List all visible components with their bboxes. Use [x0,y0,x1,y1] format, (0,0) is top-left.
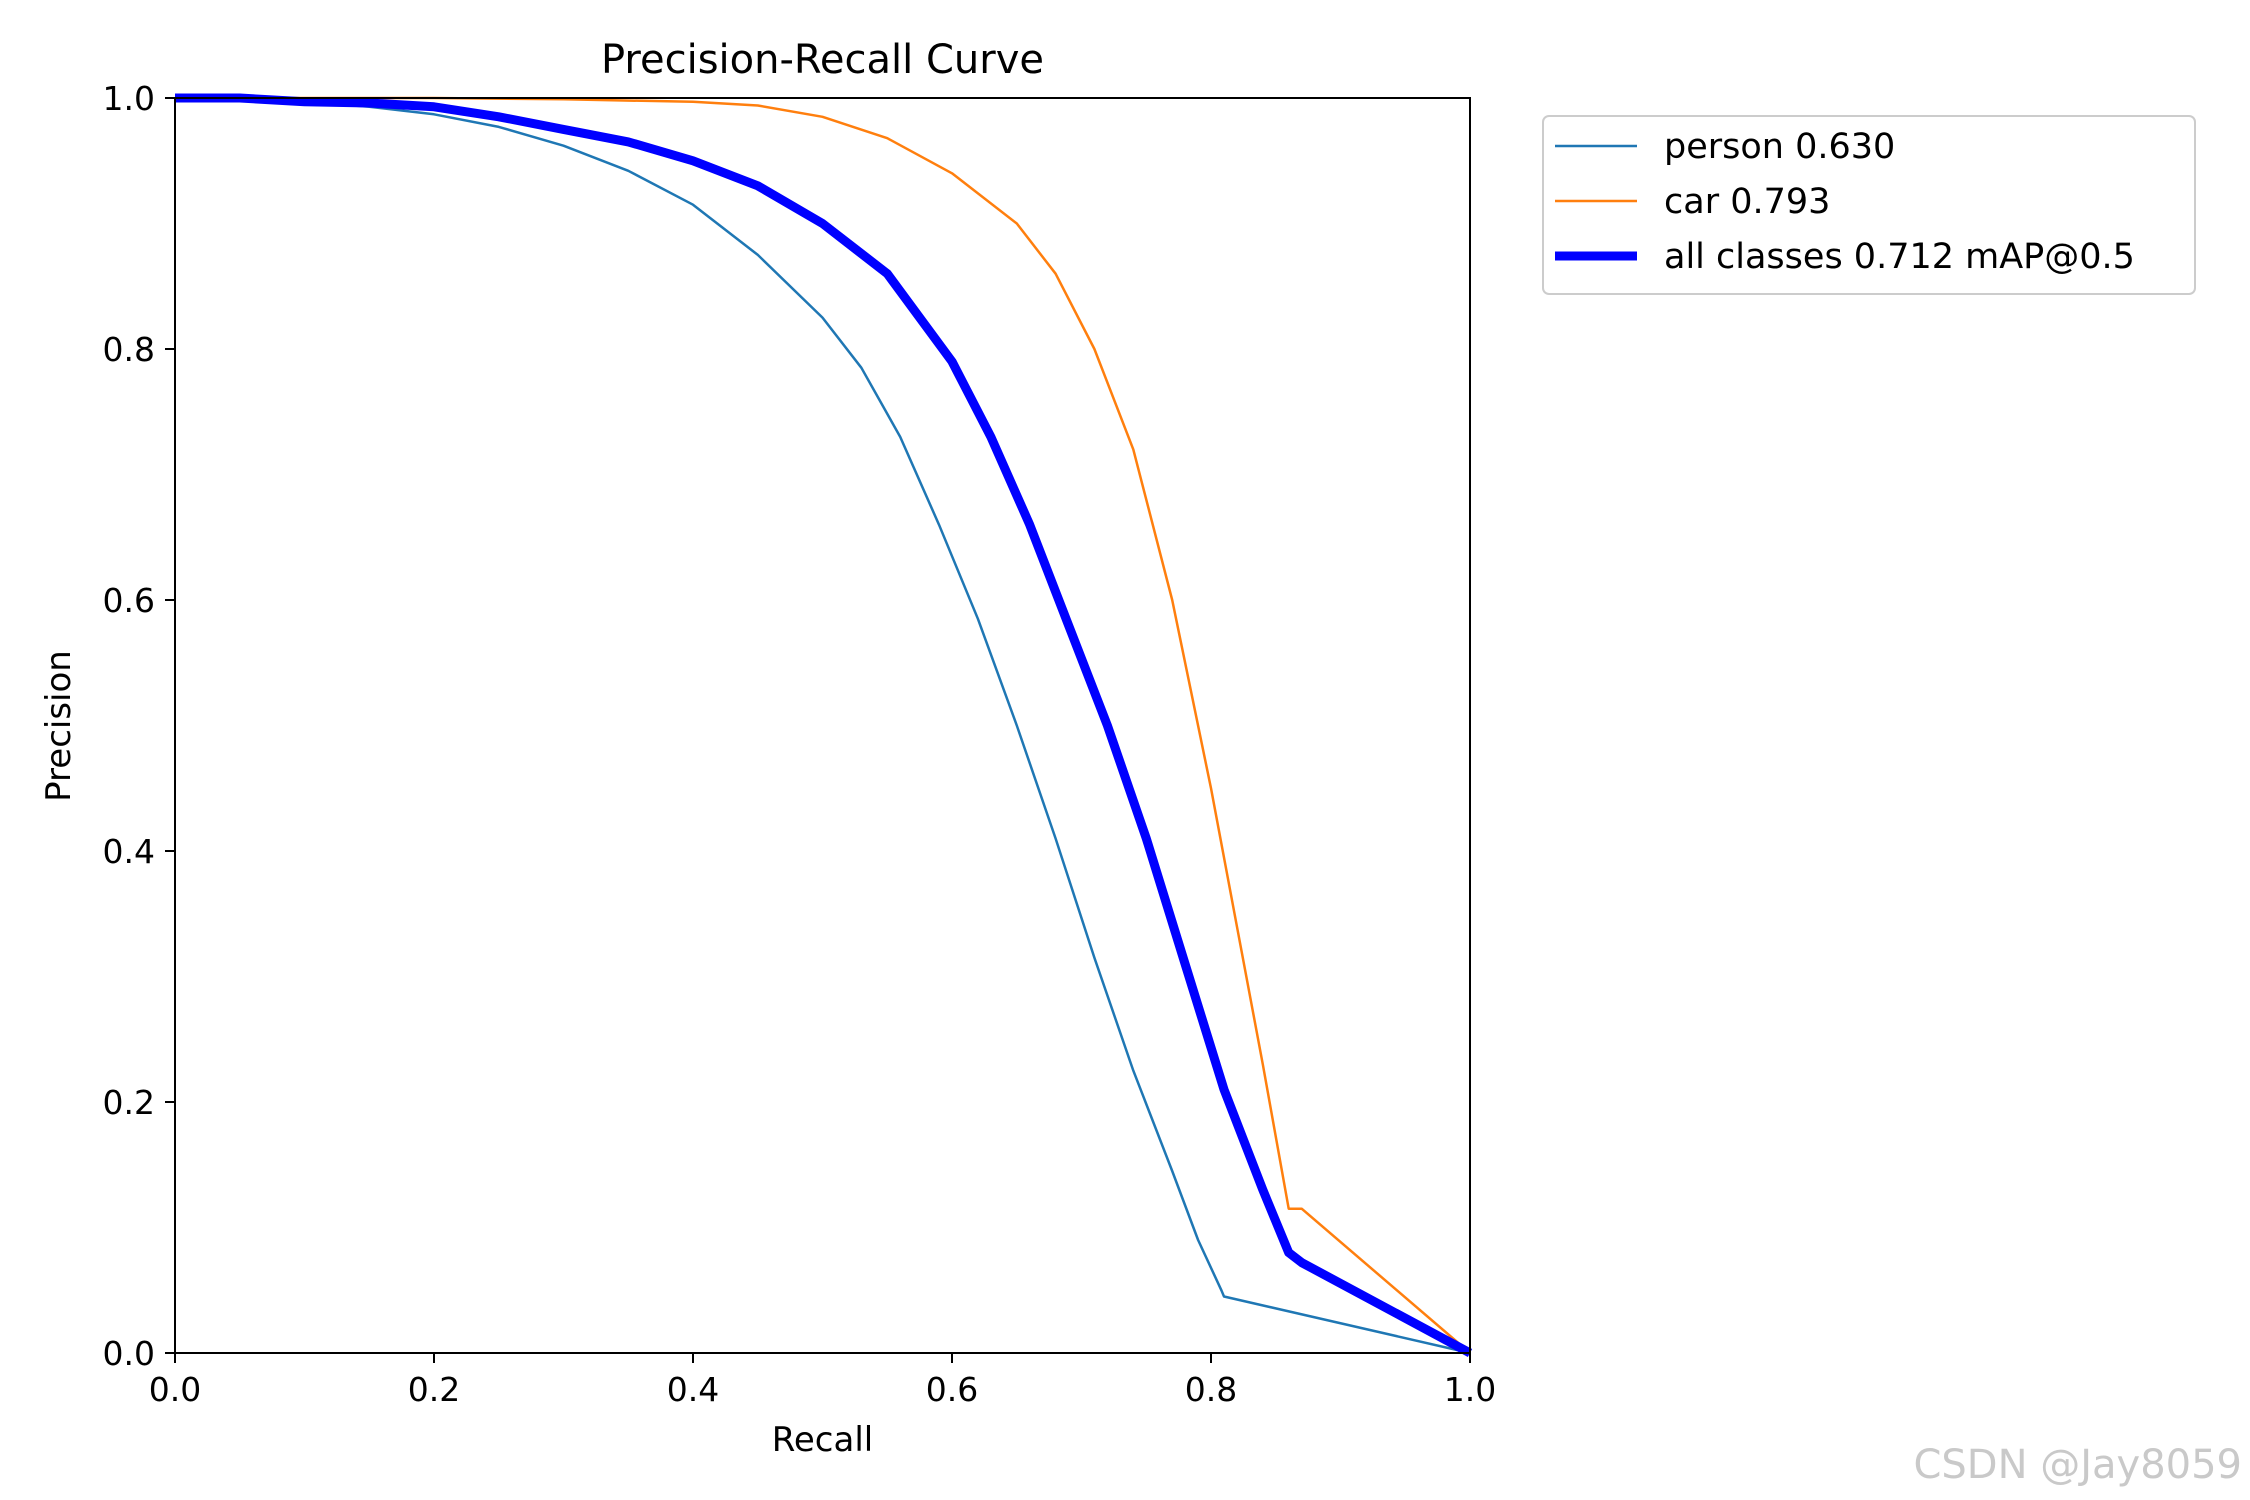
legend-box [1542,115,2196,295]
x-axis-ticks: 0.0 0.2 0.4 0.6 0.8 1.0 [149,1353,1496,1409]
plot-area [175,98,1470,1353]
x-tick-label: 0.0 [149,1370,201,1409]
legend-label-person: person 0.630 [1664,127,1895,167]
y-tick-label: 0.6 [103,581,155,620]
x-tick-label: 0.6 [926,1370,978,1409]
series-line-person [174,96,1471,1355]
legend-label-all-classes: all classes 0.712 mAP@0.5 [1664,237,2135,277]
legend-entries: person 0.630 car 0.793 all classes 0.712 m… [1555,127,2135,277]
series-line-all-classes [175,93,1473,1357]
x-tick-label: 0.4 [667,1370,719,1409]
y-tick-label: 0.4 [103,832,155,871]
legend: person 0.630 car 0.793 all classes 0.712 m… [1542,115,2196,295]
x-axis-label: Recall [772,1420,873,1460]
y-axis-ticks: 0.0 0.2 0.4 0.6 0.8 1.0 [103,79,175,1373]
series-layer [174,93,1473,1357]
x-tick-label: 0.8 [1185,1370,1237,1409]
y-tick-label: 0.8 [103,330,155,369]
x-tick-label: 0.2 [408,1370,460,1409]
y-tick-label: 0.2 [103,1083,155,1122]
x-tick-label: 1.0 [1444,1370,1496,1409]
y-tick-label: 0.0 [103,1334,155,1373]
chart-title: Precision-Recall Curve [601,37,1044,83]
y-axis-label: Precision [39,650,79,802]
legend-label-car: car 0.793 [1664,182,1830,222]
y-tick-label: 1.0 [103,79,155,118]
series-line-car [175,96,1471,1354]
watermark-text: CSDN @Jay8059 [1913,1442,2242,1488]
plot-frame [174,97,1471,1354]
